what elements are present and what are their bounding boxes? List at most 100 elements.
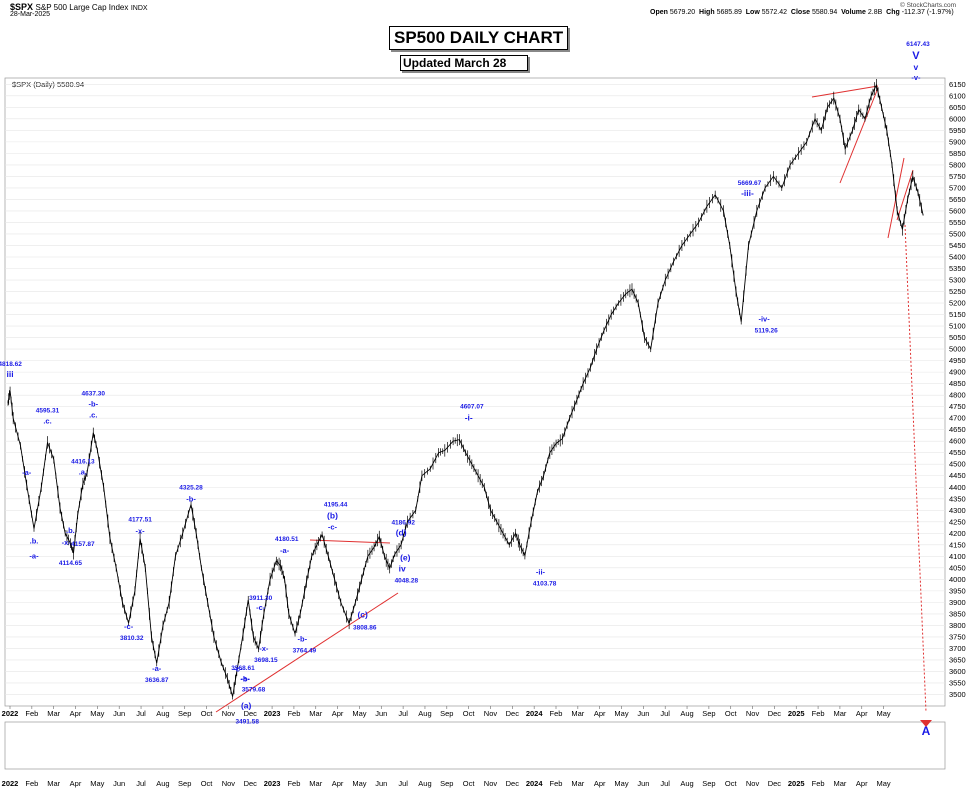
x-tick-label-lower: 2024 bbox=[526, 779, 544, 788]
x-tick-label: Feb bbox=[25, 709, 38, 718]
header-date: 28-Mar-2025 bbox=[10, 11, 51, 18]
wave-label: 4103.78 bbox=[533, 581, 557, 588]
x-tick-label: Aug bbox=[680, 709, 693, 718]
y-tick-label: 4650 bbox=[949, 425, 966, 434]
x-tick-label: Mar bbox=[571, 709, 584, 718]
y-axis: 3500 3550 3600 3650 3700 3750 3800 3850 3900 3950… bbox=[949, 80, 966, 699]
y-tick-label: 5550 bbox=[949, 218, 966, 227]
y-tick-label: 4550 bbox=[949, 448, 966, 457]
x-tick-label-lower: Feb bbox=[812, 779, 825, 788]
wave-label: 4114.65 bbox=[59, 560, 83, 567]
wave-label: 4180.51 bbox=[275, 536, 299, 543]
trendline-upper bbox=[309, 539, 391, 544]
symbol-description: S&P 500 Large Cap Index bbox=[35, 3, 129, 12]
close-label: Close bbox=[790, 9, 810, 16]
target-marker: A bbox=[920, 720, 932, 738]
y-tick-label: 4000 bbox=[949, 575, 966, 584]
x-tick-label-lower: Apr bbox=[70, 779, 82, 788]
wave-label: 3764.49 bbox=[293, 648, 317, 655]
x-tick-label-lower: May bbox=[877, 779, 891, 788]
y-tick-label: 4500 bbox=[949, 460, 966, 469]
x-tick-label: Oct bbox=[463, 709, 476, 718]
wave-label: 3636.87 bbox=[145, 677, 169, 684]
y-tick-label: 3700 bbox=[949, 644, 966, 653]
x-tick-label-lower: Feb bbox=[25, 779, 38, 788]
x-tick-label: Feb bbox=[812, 709, 825, 718]
x-tick-label-lower: 2023 bbox=[264, 779, 281, 788]
trendlines bbox=[215, 85, 927, 713]
wave-label: .b. bbox=[66, 526, 75, 535]
wave-label: 3698.15 bbox=[254, 657, 278, 664]
wave-label: .c. bbox=[43, 416, 51, 425]
y-tick-label: 4300 bbox=[949, 506, 966, 515]
price-line bbox=[7, 83, 924, 697]
x-tick-label-lower: Dec bbox=[768, 779, 782, 788]
x-tick-label-lower: Sep bbox=[178, 779, 191, 788]
x-tick-label-lower: May bbox=[90, 779, 104, 788]
chart-title: SP500 DAILY CHART bbox=[389, 26, 569, 50]
x-tick-label-lower: Oct bbox=[463, 779, 476, 788]
wave-label: .a. bbox=[79, 468, 87, 477]
x-tick-label-lower: Sep bbox=[440, 779, 453, 788]
x-tick-label-lower: Dec bbox=[244, 779, 258, 788]
x-tick-label-lower: Mar bbox=[309, 779, 322, 788]
x-tick-label: May bbox=[90, 709, 104, 718]
x-tick-label-lower: Apr bbox=[856, 779, 868, 788]
wave-label: 3810.32 bbox=[120, 635, 144, 642]
wave-label: -c- bbox=[328, 522, 338, 531]
wave-label: -c- bbox=[124, 622, 134, 631]
wave-label: 4607.07 bbox=[460, 404, 484, 411]
wave-label: 5669.67 bbox=[738, 180, 762, 187]
wave-label: -a- bbox=[241, 674, 251, 683]
x-tick-label: Jul bbox=[660, 709, 670, 718]
y-tick-label: 4950 bbox=[949, 356, 966, 365]
ohlc-bars bbox=[7, 79, 922, 700]
y-tick-label: 5250 bbox=[949, 287, 966, 296]
header-symbol: $SPX S&P 500 Large Cap Index INDX bbox=[10, 2, 148, 12]
x-tick-label: Aug bbox=[418, 709, 431, 718]
wave-label: 4818.62 bbox=[0, 361, 22, 368]
wave-label: 3579.68 bbox=[242, 687, 266, 694]
high-value: 5685.89 bbox=[716, 9, 742, 16]
low-label: Low bbox=[745, 9, 760, 16]
wave-label: -x- bbox=[135, 527, 145, 536]
open-value: 5679.20 bbox=[669, 9, 696, 16]
x-tick-label: Aug bbox=[156, 709, 169, 718]
x-axis: 2022 2022 Feb Feb Mar Mar Apr Apr May May Jun Jun Ju… bbox=[2, 706, 891, 788]
x-tick-label: Sep bbox=[178, 709, 191, 718]
wave-label: -b- bbox=[298, 635, 308, 644]
y-tick-label: 4750 bbox=[949, 402, 966, 411]
close-value: 5580.94 bbox=[811, 9, 838, 16]
wave-label: 3491.58 bbox=[235, 719, 259, 726]
wave-label: v bbox=[914, 62, 919, 72]
y-tick-label: 5100 bbox=[949, 322, 966, 331]
wave-label: 4595.31 bbox=[36, 407, 60, 414]
x-tick-label-lower: Dec bbox=[506, 779, 520, 788]
wave-label: 3808.86 bbox=[353, 625, 377, 632]
chg-value: -112.37 (-1.97%) bbox=[901, 9, 954, 16]
wave-label: iii bbox=[7, 369, 14, 379]
wave-label: V bbox=[912, 50, 920, 62]
ohlc-readout: Open 5679.20 High 5685.89 Low 5572.42 Cl… bbox=[650, 9, 954, 16]
y-tick-label: 5850 bbox=[949, 149, 966, 158]
grid-lines bbox=[5, 84, 945, 695]
target-projection bbox=[904, 224, 927, 713]
y-tick-label: 3550 bbox=[949, 678, 966, 687]
y-tick-label: 4700 bbox=[949, 414, 966, 423]
y-tick-label: 5750 bbox=[949, 172, 966, 181]
wave-label: -iii- bbox=[741, 188, 754, 198]
y-tick-label: 5350 bbox=[949, 264, 966, 273]
symbol-text: $SPX bbox=[10, 2, 34, 12]
x-tick-label: Oct bbox=[201, 709, 214, 718]
x-tick-label-lower: Oct bbox=[725, 779, 738, 788]
wave-label: -a- bbox=[152, 664, 162, 673]
y-tick-label: 5400 bbox=[949, 252, 966, 261]
wave-label: -a- bbox=[29, 552, 39, 561]
wave-label: -b- bbox=[240, 675, 250, 684]
chart-frame bbox=[4, 77, 946, 770]
y-tick-label: 5500 bbox=[949, 229, 966, 238]
x-tick-label: Jun bbox=[637, 709, 649, 718]
y-tick-label: 5200 bbox=[949, 299, 966, 308]
x-tick-label-lower: Apr bbox=[594, 779, 606, 788]
wave-label: 4186.92 bbox=[391, 520, 415, 527]
